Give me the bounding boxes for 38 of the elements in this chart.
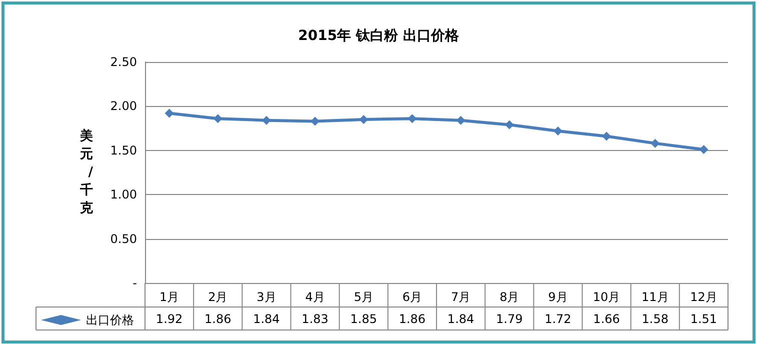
data-label: 1.86 xyxy=(398,312,426,326)
point xyxy=(650,138,660,148)
data-label: 1.85 xyxy=(350,312,377,326)
data-label: 1.51 xyxy=(690,312,718,326)
x-tick-label: 4月 xyxy=(305,290,325,304)
y-tick-label: 1.00 xyxy=(110,188,137,202)
x-tick-label: 10月 xyxy=(592,290,620,304)
point xyxy=(602,132,612,141)
data-label: 1.92 xyxy=(156,312,183,326)
data-label: 1.58 xyxy=(642,312,668,326)
point xyxy=(164,108,174,118)
x-tick-label: 3月 xyxy=(256,290,276,304)
data-label: 1.84 xyxy=(447,312,474,326)
data-label: 1.79 xyxy=(496,312,523,326)
chart-title: 2015年 钛白粉 出口价格 xyxy=(298,28,460,44)
data-label: 1.86 xyxy=(204,312,232,326)
point xyxy=(699,145,708,154)
x-tick-label: 11月 xyxy=(641,290,669,304)
x-tick-label: 5月 xyxy=(354,290,374,304)
x-tick-label: 1月 xyxy=(159,290,180,304)
y-tick-label: 2.00 xyxy=(110,99,137,114)
data-label: 1.72 xyxy=(544,312,572,326)
x-tick-label: 6月 xyxy=(402,290,422,304)
y-tick-label: 1.50 xyxy=(110,143,137,158)
data-label: 1.83 xyxy=(302,312,328,326)
data-label: 1.66 xyxy=(593,312,620,326)
y-axis-title: 美元/千克 xyxy=(79,128,94,216)
x-tick-label: 9月 xyxy=(548,290,568,304)
x-tick-label: 2月 xyxy=(208,290,228,304)
x-tick-label: 12月 xyxy=(690,290,718,304)
point xyxy=(213,114,222,124)
y-tick-label: - xyxy=(132,276,137,290)
legend-label: 出口价格 xyxy=(86,313,134,327)
x-tick-label: 7月 xyxy=(450,290,471,304)
y-tick-label: 0.50 xyxy=(110,232,137,246)
x-tick-label: 8月 xyxy=(500,290,520,304)
y-tick-label: 2.50 xyxy=(110,55,137,69)
data-label: 1.84 xyxy=(253,312,280,326)
